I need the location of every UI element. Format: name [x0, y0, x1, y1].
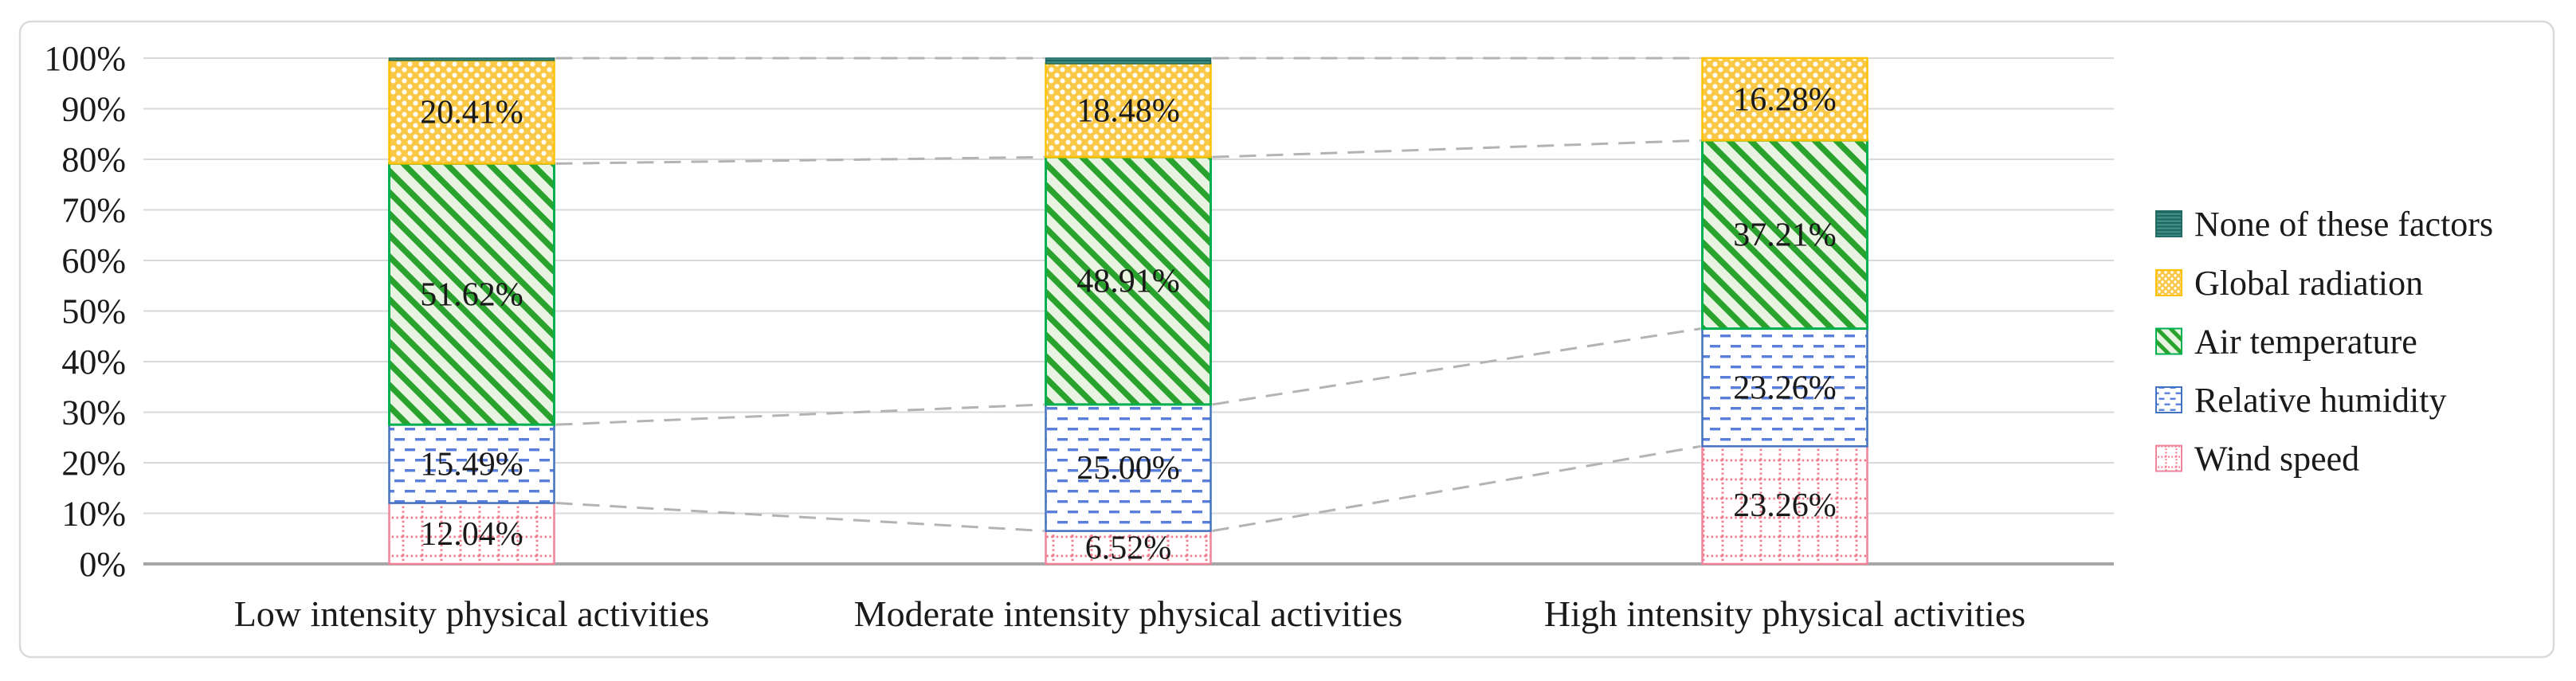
y-tick-label: 70%	[61, 191, 126, 230]
data-label-global-radiation: 16.28%	[1733, 82, 1837, 119]
data-label-wind-speed: 12.04%	[420, 516, 523, 553]
y-tick-label: 60%	[61, 241, 126, 280]
category-label: Low intensity physical activities	[234, 593, 710, 634]
connector-lines	[555, 57, 1701, 533]
y-tick-label: 50%	[61, 292, 126, 331]
legend-label: Air temperature	[2194, 323, 2417, 362]
y-tick-label: 20%	[61, 444, 126, 483]
series-connector-line	[1212, 139, 1701, 159]
bar-segment-air-temperature	[1045, 155, 1212, 406]
data-label-global-radiation: 20.41%	[420, 95, 523, 131]
series-connector-line	[1212, 327, 1701, 406]
legend-swatch-global-radiation	[2155, 269, 2182, 296]
data-label-air-temperature: 48.91%	[1076, 264, 1180, 300]
data-label-wind-speed: 23.26%	[1733, 487, 1837, 524]
bar-segment-global-radiation	[388, 59, 555, 165]
bar-segment-relative-humidity	[1045, 403, 1212, 532]
bar-segment-wind-speed	[1701, 445, 1868, 566]
bar-segment-none-of-these-factors	[1045, 57, 1212, 65]
bar-segment-air-temperature	[388, 162, 555, 426]
data-label-air-temperature: 51.62%	[420, 276, 523, 313]
legend: None of these factors Global radiation Air…	[2155, 205, 2493, 479]
y-axis-labels: 0% 10% 20% 30% 40% 50% 60% 70% 80% 90% 100%	[44, 39, 126, 584]
bar-segment-none-of-these-factors	[388, 57, 555, 61]
bar-segment-global-radiation	[1045, 62, 1212, 159]
y-tick-label: 40%	[61, 342, 126, 382]
series-connector-line	[1212, 444, 1701, 533]
data-label-relative-humidity: 25.00%	[1076, 450, 1180, 487]
category-label: High intensity physical activities	[1544, 593, 2025, 634]
data-label-air-temperature: 37.21%	[1733, 217, 1837, 253]
bars	[388, 57, 1868, 566]
data-label-global-radiation: 18.48%	[1076, 93, 1180, 130]
data-labels: 12.04% 15.49% 51.62% 20.41% 6.52% 25.00% 48.91…	[420, 82, 1837, 567]
data-label-wind-speed: 6.52%	[1085, 530, 1172, 566]
series-connector-line	[555, 502, 1045, 533]
figure-frame	[18, 20, 2555, 659]
legend-label: Relative humidity	[2194, 381, 2447, 420]
y-tick-label: 10%	[61, 495, 126, 534]
legend-label: Global radiation	[2194, 264, 2423, 303]
y-tick-label: 0%	[79, 545, 126, 584]
y-tick-label: 100%	[44, 39, 126, 78]
legend-label: None of these factors	[2194, 205, 2493, 244]
bar-segment-air-temperature	[1701, 139, 1868, 331]
x-axis-labels: Low intensity physical activities Moderat…	[234, 593, 2025, 634]
bar-segment-relative-humidity	[388, 423, 555, 504]
y-tick-label: 30%	[61, 393, 126, 432]
legend-item-air-temperature: Air temperature	[2155, 323, 2417, 362]
legend-label: Wind speed	[2194, 440, 2359, 479]
y-tick-label: 80%	[61, 140, 126, 179]
legend-item-none-of-these-factors: None of these factors	[2155, 205, 2493, 244]
legend-swatch-air-temperature	[2155, 327, 2182, 355]
bar-segment-wind-speed	[388, 502, 555, 566]
legend-swatch-wind-speed	[2155, 444, 2182, 472]
y-tick-label: 90%	[61, 90, 126, 129]
bar-segment-global-radiation	[1701, 57, 1868, 142]
legend-swatch-relative-humidity	[2155, 386, 2182, 413]
data-label-relative-humidity: 15.49%	[420, 446, 523, 483]
data-label-relative-humidity: 23.26%	[1733, 370, 1837, 406]
legend-item-global-radiation: Global radiation	[2155, 264, 2423, 303]
legend-item-relative-humidity: Relative humidity	[2155, 381, 2447, 420]
legend-swatch-none-of-these-factors	[2155, 210, 2182, 237]
legend-item-wind-speed: Wind speed	[2155, 440, 2359, 479]
series-connector-line	[555, 155, 1045, 165]
category-label: Moderate intensity physical activities	[854, 593, 1403, 634]
bar-segment-relative-humidity	[1701, 327, 1868, 448]
series-connector-line	[555, 403, 1045, 426]
